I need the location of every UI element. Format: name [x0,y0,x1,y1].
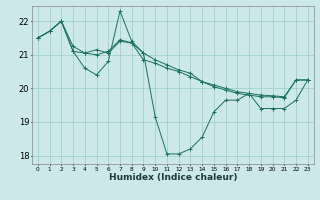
X-axis label: Humidex (Indice chaleur): Humidex (Indice chaleur) [108,173,237,182]
